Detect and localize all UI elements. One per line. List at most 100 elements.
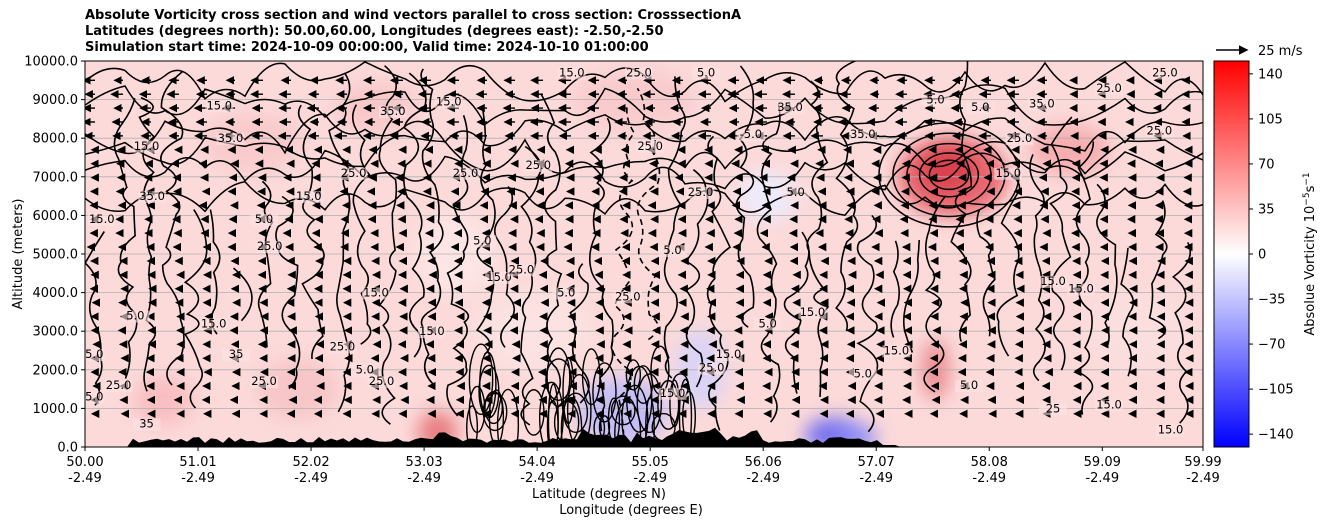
contour-label: 15.0 — [660, 386, 686, 400]
contour-line — [621, 384, 649, 447]
contour-line — [493, 186, 516, 348]
x-axis-ticks: 50.00-2.4951.01-2.4952.02-2.4953.03-2.49… — [66, 447, 1222, 486]
contour-label: 15.0 — [78, 347, 104, 361]
x-tick-label-lat: 58.08 — [971, 455, 1008, 470]
x-tick-label-lat: 55.05 — [632, 455, 669, 470]
y-tick-label: 10000.0 — [24, 55, 78, 70]
contour-label: 25.0 — [453, 166, 479, 180]
y-tick-label: 5000.0 — [33, 248, 79, 263]
contour-label: 5.0 — [126, 309, 144, 323]
contour-label: 25.0 — [369, 374, 395, 388]
colorbar-tick-label: −35 — [1258, 293, 1285, 308]
colorbar: 140 105 70 35 0 −35 −70 −105 −140 Absolue Vortic… — [1213, 60, 1318, 448]
contour-label-bg — [222, 349, 251, 362]
contour-label: 25.0 — [1147, 123, 1173, 137]
contour-label: 35.0 — [850, 127, 876, 141]
contour-label: 35.0 — [1029, 96, 1055, 110]
contour-label: 25.0 — [615, 289, 641, 303]
contour-line — [918, 152, 980, 198]
contour-label: 5.0 — [356, 363, 374, 377]
contour-label-bg — [468, 235, 497, 248]
contour-label-bg — [966, 102, 995, 115]
contour-label: 25.0 — [1007, 131, 1033, 145]
contour-line — [890, 240, 901, 338]
contour-label-bg — [557, 67, 586, 80]
contour-label: 15.0 — [800, 305, 826, 319]
contour-label-bg — [132, 418, 161, 431]
contour-line — [520, 145, 542, 426]
contour-labels: 15.025.03515.05.015.035.015.015.035.0352… — [78, 65, 1185, 437]
contour-line — [1096, 183, 1118, 345]
chart-title-line-1: Absolute Vorticity cross section and win… — [85, 8, 742, 23]
contour-label-bg — [776, 102, 805, 115]
contour-line — [663, 76, 686, 379]
chart-title-line-2: Latitudes (degrees north): 50.00,60.00, … — [85, 24, 664, 39]
contour-label-bg — [1145, 125, 1174, 138]
contour-label: 15.0 — [78, 390, 104, 404]
contour-label: 25.0 — [626, 65, 652, 79]
contour-label: 5.0 — [854, 367, 872, 381]
contour-line — [592, 362, 617, 423]
contour-label-bg — [714, 349, 743, 362]
x-tick-label-lon: -2.49 — [68, 471, 102, 486]
contour-label: 35.0 — [139, 189, 165, 203]
contour-label: 35.0 — [380, 104, 406, 118]
contour-label: 25.0 — [341, 166, 367, 180]
contour-label-bg — [552, 287, 581, 300]
contour-label: 35.0 — [218, 131, 244, 145]
contour-line — [85, 181, 1203, 216]
contour-label-bg — [848, 129, 877, 142]
contour-label-bg — [613, 291, 642, 304]
contour-label-bg — [686, 187, 715, 200]
contour-label-bg — [250, 214, 279, 227]
contour-label-bg — [434, 96, 463, 109]
contour-label: 15.0 — [559, 65, 585, 79]
x-tick-label-lat: 59.99 — [1184, 455, 1221, 470]
contour-label: 15.0 — [134, 139, 160, 153]
contour-label-bg — [205, 100, 234, 113]
contour-label-bg — [636, 140, 665, 153]
contour-label: 25 — [1046, 401, 1061, 415]
contour-label: 25.0 — [106, 378, 132, 392]
contour-label: 15.0 — [419, 324, 445, 338]
contour-label: 15.0 — [1040, 274, 1066, 288]
contour-label: 25.0 — [1096, 81, 1122, 95]
contour-label-bg — [1039, 275, 1068, 288]
colorbar-tick-label: 105 — [1258, 112, 1283, 127]
y-tick-label: 8000.0 — [33, 132, 79, 147]
contour-label-bg — [87, 214, 116, 227]
plot-area: 15.025.03515.05.015.035.015.015.035.0352… — [78, 60, 1204, 448]
colorbar-tick-label: 70 — [1258, 157, 1275, 172]
quiver-key-label: 25 m/s — [1258, 44, 1303, 59]
contour-label: 25.0 — [1152, 65, 1178, 79]
contour-label: 15.0 — [1096, 397, 1122, 411]
contour-label-bg — [507, 264, 536, 277]
contour-line — [275, 195, 301, 390]
contour-line — [856, 214, 879, 433]
contour-lines — [85, 61, 1203, 447]
contour-line — [1171, 242, 1192, 424]
wind-vectors — [85, 76, 1194, 419]
y-tick-label: 2000.0 — [33, 363, 79, 378]
contour-label: 25.0 — [251, 374, 277, 388]
x-tick-label-lon: -2.49 — [972, 471, 1006, 486]
x-tick-label-lon: -2.49 — [746, 471, 780, 486]
colorbar-tick-label: −140 — [1258, 428, 1294, 443]
contour-label: 5.0 — [663, 243, 681, 257]
y-tick-label: 3000.0 — [33, 325, 79, 340]
contour-label-bg — [417, 326, 446, 339]
contour-label: 5.0 — [960, 378, 978, 392]
x-axis-label-line2: Longitude (degrees E) — [559, 503, 703, 518]
y-tick-label: 1000.0 — [33, 402, 79, 417]
contour-label-bg — [350, 364, 379, 377]
x-tick-label-lon: -2.49 — [633, 471, 667, 486]
contour-label: 25.0 — [637, 139, 663, 153]
contour-label-bg — [339, 167, 368, 180]
contour-label-bg — [294, 190, 323, 203]
x-tick-label-lon: -2.49 — [407, 471, 441, 486]
vorticity-patch — [257, 359, 338, 420]
contour-label-bg — [692, 67, 721, 80]
contour-label-bg — [199, 318, 228, 331]
contour-label-bg — [955, 380, 984, 393]
terrain — [85, 427, 1203, 447]
